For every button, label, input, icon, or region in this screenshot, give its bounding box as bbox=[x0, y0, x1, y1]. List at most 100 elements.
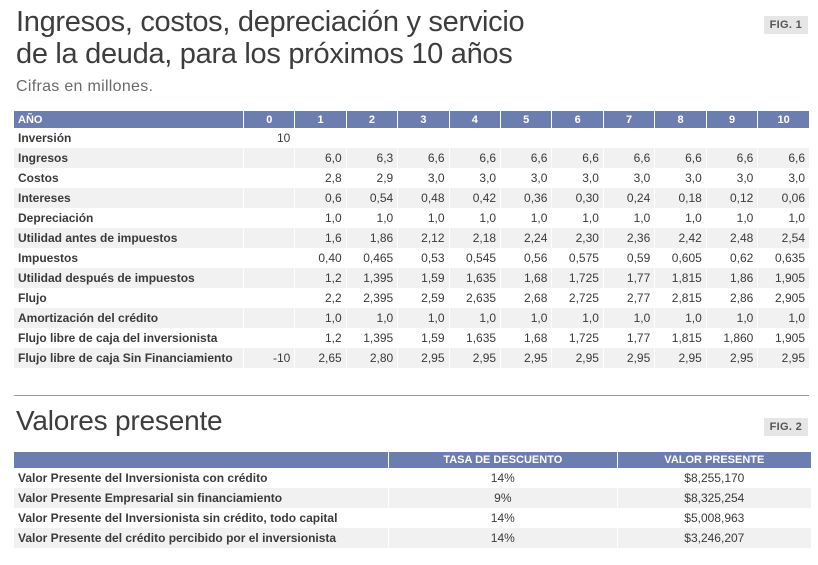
table-cell: 6,6 bbox=[551, 148, 604, 168]
subtitle: Cifras en millones. bbox=[16, 78, 154, 95]
table-cell bbox=[243, 188, 295, 208]
table-row: Flujo libre de caja Sin Financiamiento -1… bbox=[14, 348, 809, 368]
discount-rate-cell: 9% bbox=[388, 488, 618, 508]
table-cell bbox=[243, 288, 295, 308]
table-cell: 2,95 bbox=[705, 348, 758, 368]
table-cell: 3,0 bbox=[654, 168, 707, 188]
table-header-row: TASA DE DESCUENTO VALOR PRESENTE bbox=[14, 452, 811, 468]
table-cell: 6,6 bbox=[757, 148, 809, 168]
table-cell: 1,0 bbox=[757, 308, 809, 328]
row-label: Ingresos bbox=[14, 148, 244, 168]
figure-badge-2: FIG. 2 bbox=[763, 418, 808, 436]
table-cell bbox=[757, 128, 809, 148]
column-header-year-0: 0 bbox=[243, 111, 295, 128]
table-cell: 1,725 bbox=[551, 328, 604, 348]
page-title: Ingresos, costos, depreciación y servici… bbox=[16, 6, 716, 70]
table-cell: 0,30 bbox=[551, 188, 604, 208]
column-header-present-value: VALOR PRESENTE bbox=[616, 452, 811, 468]
table-cell: 0,62 bbox=[705, 248, 758, 268]
table-cell bbox=[243, 148, 295, 168]
present-value-cell: $8,325,254 bbox=[616, 488, 811, 508]
cashflow-table: AÑO 0 1 2 3 4 5 6 7 8 9 10 Inversión 10 Ingresos 6,0 6,… bbox=[14, 111, 809, 368]
table-row: Ingresos 6,0 6,3 6,6 6,6 6,6 6,6 6,6 6,6 6,6 6,6 bbox=[14, 148, 809, 168]
column-header-year-10: 10 bbox=[757, 111, 809, 128]
table-cell: 2,95 bbox=[654, 348, 707, 368]
table-cell bbox=[243, 228, 295, 248]
table-cell: 0,36 bbox=[500, 188, 552, 208]
present-value-table: TASA DE DESCUENTO VALOR PRESENTE Valor Pr… bbox=[14, 452, 811, 548]
table-cell: 1,0 bbox=[757, 208, 809, 228]
column-header-year: AÑO bbox=[14, 111, 244, 128]
row-label: Depreciación bbox=[18, 211, 94, 225]
table-cell: 0,40 bbox=[294, 248, 347, 268]
discount-rate-cell: 14% bbox=[388, 508, 618, 528]
table-cell: 6,6 bbox=[397, 148, 450, 168]
table-cell: 2,42 bbox=[654, 228, 707, 248]
table-cell: 1,0 bbox=[602, 308, 655, 328]
table-cell: 0,24 bbox=[602, 188, 655, 208]
table-cell: 2,54 bbox=[757, 228, 809, 248]
table-cell: 3,0 bbox=[500, 168, 552, 188]
table-cell bbox=[243, 248, 295, 268]
row-label: Impuestos bbox=[18, 251, 79, 265]
table-cell: 1,0 bbox=[551, 308, 604, 328]
table-cell: 3,0 bbox=[602, 168, 655, 188]
table-cell: 2,30 bbox=[551, 228, 604, 248]
row-label: Flujo bbox=[18, 291, 47, 305]
table-cell: 1,395 bbox=[345, 328, 398, 348]
table-cell: 2,95 bbox=[551, 348, 604, 368]
table-cell: 1,0 bbox=[705, 208, 758, 228]
row-label: Inversión bbox=[18, 131, 72, 145]
row-label: Utilidad antes de impuestos bbox=[14, 228, 244, 248]
table-cell: -10 bbox=[243, 348, 295, 368]
table-cell: 2,725 bbox=[551, 288, 604, 308]
table-cell: 2,77 bbox=[602, 288, 655, 308]
table-cell: 1,0 bbox=[602, 208, 655, 228]
table-cell: 0,54 bbox=[345, 188, 398, 208]
table-cell: 2,59 bbox=[397, 288, 450, 308]
table-cell: 1,860 bbox=[705, 328, 758, 348]
table-cell: 2,395 bbox=[345, 288, 398, 308]
table-cell: 1,905 bbox=[757, 268, 809, 288]
table-cell: 0,56 bbox=[500, 248, 552, 268]
table-cell: 1,0 bbox=[397, 208, 450, 228]
table-cell: 2,65 bbox=[294, 348, 347, 368]
table-cell: 0,6 bbox=[294, 188, 347, 208]
table-cell: 2,48 bbox=[705, 228, 758, 248]
table-cell: 2,9 bbox=[345, 168, 398, 188]
table-cell: 6,6 bbox=[602, 148, 655, 168]
column-header-year-8: 8 bbox=[654, 111, 707, 128]
table-cell: 1,86 bbox=[705, 268, 758, 288]
table-cell: 10 bbox=[243, 128, 295, 148]
table-cell bbox=[654, 128, 707, 148]
table-cell: 3,0 bbox=[397, 168, 450, 188]
table-cell: 0,605 bbox=[654, 248, 707, 268]
table-cell bbox=[243, 168, 295, 188]
table-cell: 6,0 bbox=[294, 148, 347, 168]
column-header-year-7: 7 bbox=[602, 111, 655, 128]
table-cell: 1,0 bbox=[500, 208, 552, 228]
table-cell: 1,59 bbox=[397, 328, 450, 348]
title-line-2: de la deuda, para los próximos 10 años bbox=[16, 38, 513, 70]
column-header-year-2: 2 bbox=[345, 111, 398, 128]
table-cell: 2,815 bbox=[654, 288, 707, 308]
table-cell: 1,77 bbox=[602, 268, 655, 288]
table-cell: 2,2 bbox=[294, 288, 347, 308]
row-label: Valor Presente del Inversionista con cré… bbox=[18, 471, 268, 485]
discount-rate-cell: 14% bbox=[388, 528, 618, 548]
table-cell bbox=[243, 328, 295, 348]
table-cell: 2,95 bbox=[757, 348, 809, 368]
table-header-row: AÑO 0 1 2 3 4 5 6 7 8 9 10 bbox=[14, 111, 809, 128]
table-cell: 3,0 bbox=[551, 168, 604, 188]
table-cell: 1,0 bbox=[294, 308, 347, 328]
table-cell: 2,95 bbox=[602, 348, 655, 368]
table-cell: 0,575 bbox=[551, 248, 604, 268]
table-cell: 1,0 bbox=[654, 308, 707, 328]
table-cell bbox=[294, 128, 347, 148]
table-row: Flujo 2,2 2,395 2,59 2,635 2,68 2,725 2,77 2,815… bbox=[14, 288, 809, 308]
table-cell: 0,18 bbox=[654, 188, 707, 208]
table-cell: 1,395 bbox=[345, 268, 398, 288]
table-cell: 0,465 bbox=[345, 248, 398, 268]
table-cell: 3,0 bbox=[448, 168, 501, 188]
table-cell: 1,815 bbox=[654, 268, 707, 288]
